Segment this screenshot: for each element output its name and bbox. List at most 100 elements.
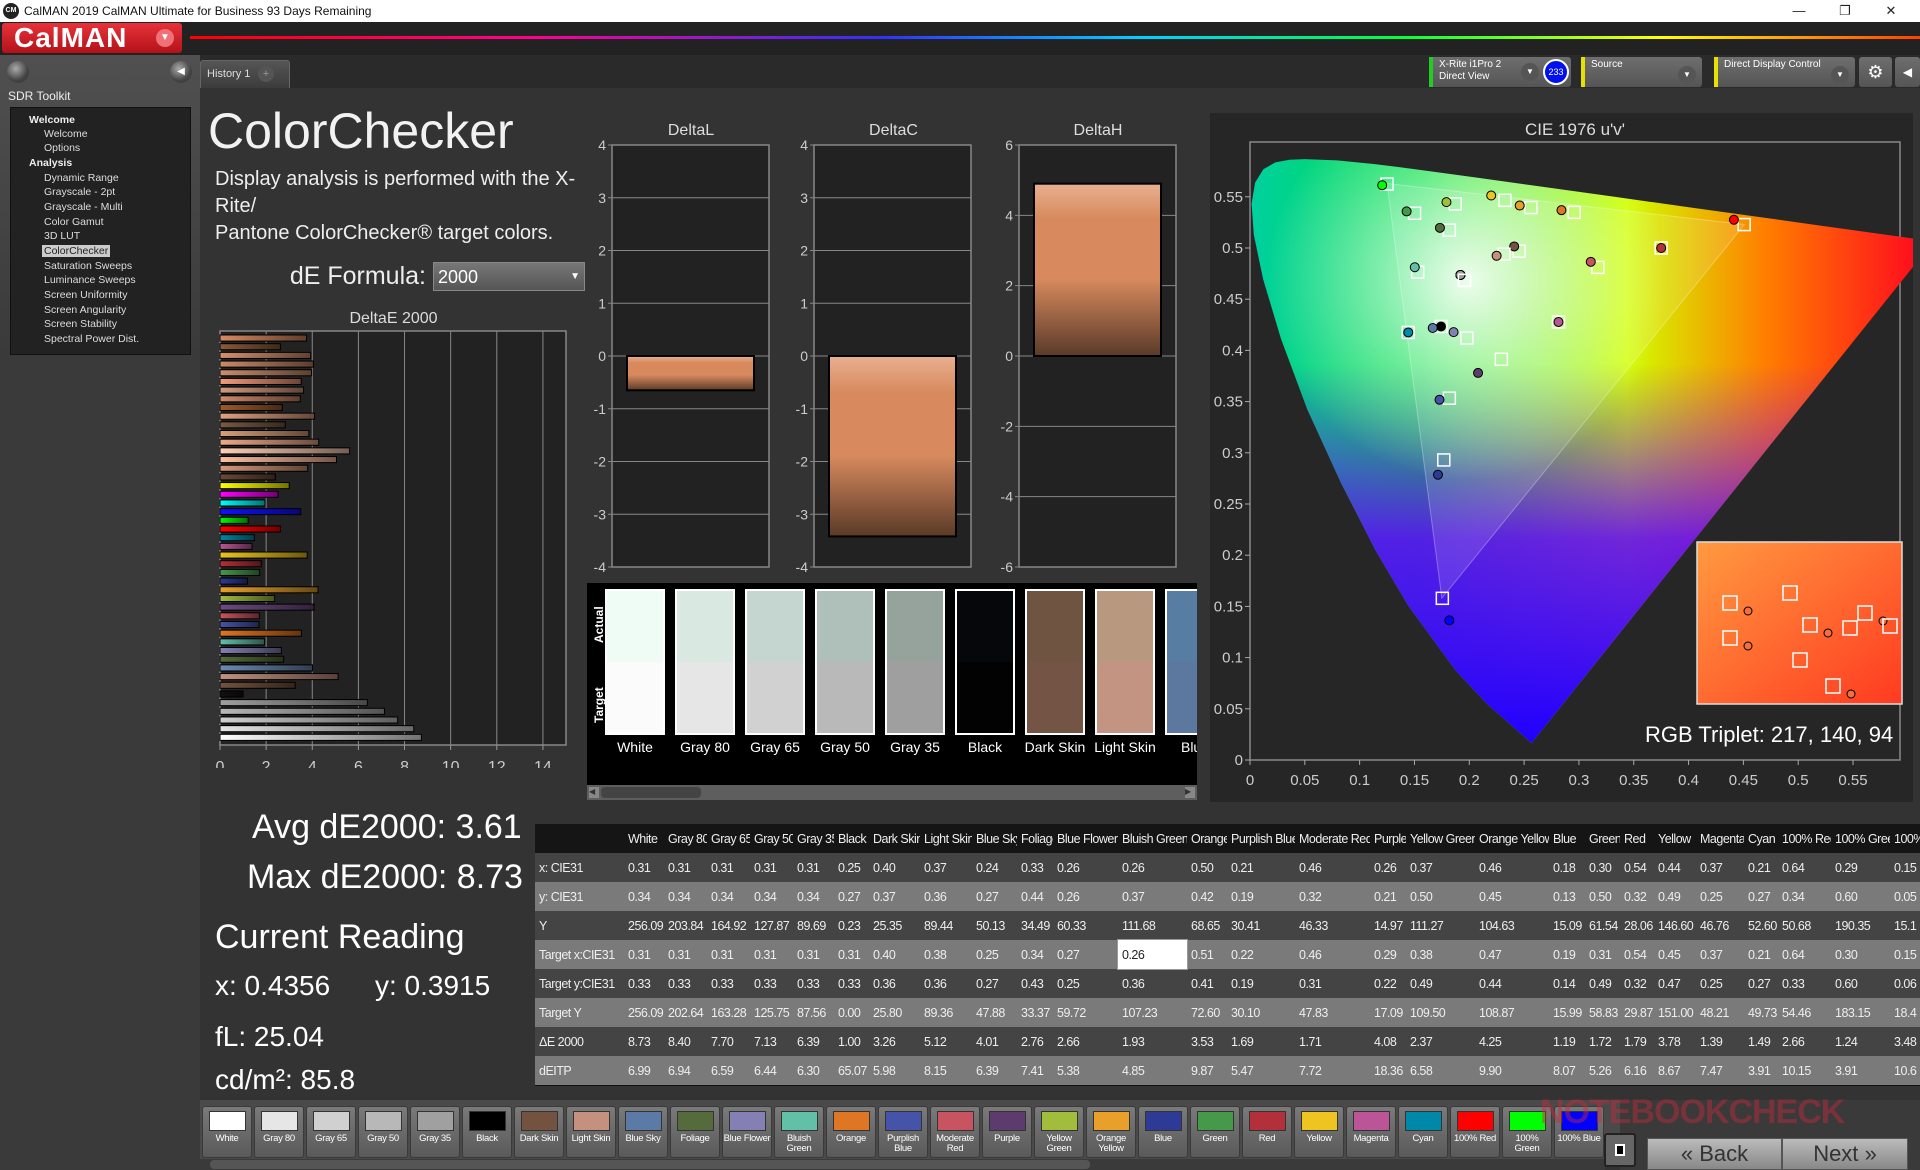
table-cell[interactable]: 0.26 xyxy=(1053,882,1118,911)
table-cell[interactable]: 183.15 xyxy=(1831,998,1890,1027)
table-cell[interactable]: 47.83 xyxy=(1295,998,1370,1027)
column-header[interactable]: Blue xyxy=(1549,824,1585,853)
table-cell[interactable]: 0.64 xyxy=(1778,940,1831,969)
table-cell[interactable]: 89.44 xyxy=(920,911,972,940)
table-cell[interactable]: 0.34 xyxy=(624,882,664,911)
source-selector[interactable]: Source ▼ xyxy=(1581,57,1702,87)
scroll-left-button[interactable]: ◀ xyxy=(589,787,599,798)
table-cell[interactable]: 8.40 xyxy=(664,1027,707,1056)
table-cell[interactable]: 125.75 xyxy=(750,998,793,1027)
table-cell[interactable]: 9.87 xyxy=(1187,1056,1227,1085)
table-cell[interactable]: 0.31 xyxy=(793,940,834,969)
column-header[interactable]: 100% Red xyxy=(1778,824,1831,853)
table-cell[interactable]: 0.34 xyxy=(750,882,793,911)
table-cell[interactable]: 0.30 xyxy=(1831,940,1890,969)
patch-button-orange-yellow[interactable]: Orange Yellow xyxy=(1086,1106,1136,1158)
table-cell[interactable]: 7.41 xyxy=(1017,1056,1053,1085)
table-cell[interactable]: 10.15 xyxy=(1778,1056,1831,1085)
table-cell[interactable]: 0.23 xyxy=(834,911,869,940)
table-cell[interactable]: 0.19 xyxy=(1227,969,1295,998)
patch-button-yellow[interactable]: Yellow xyxy=(1294,1106,1344,1158)
column-header[interactable]: Magenta xyxy=(1696,824,1744,853)
table-cell[interactable]: 59.72 xyxy=(1053,998,1118,1027)
scrollbar-thumb[interactable] xyxy=(601,787,701,798)
table-cell[interactable]: 3.48 xyxy=(1890,1027,1920,1056)
swatch-gray-35[interactable] xyxy=(885,589,945,735)
table-cell[interactable]: 0.33 xyxy=(1017,853,1053,882)
table-cell[interactable]: 5.98 xyxy=(869,1056,920,1085)
table-cell[interactable]: 0.36 xyxy=(920,969,972,998)
table-cell[interactable]: 72.60 xyxy=(1187,998,1227,1027)
collapse-toolbar-button[interactable]: ◀ xyxy=(1895,57,1920,87)
column-header[interactable]: Gray 50 xyxy=(750,824,793,853)
meter-badge[interactable]: 233 xyxy=(1543,59,1569,85)
column-header[interactable]: White xyxy=(624,824,664,853)
patch-button-red[interactable]: Red xyxy=(1242,1106,1292,1158)
tree-item-screen-angularity[interactable]: Screen Angularity xyxy=(44,304,127,316)
table-cell[interactable]: 0.32 xyxy=(1620,882,1654,911)
column-header[interactable]: 100% xyxy=(1890,824,1920,853)
table-cell[interactable]: 0.05 xyxy=(1890,882,1920,911)
table-cell[interactable]: 1.00 xyxy=(834,1027,869,1056)
column-header[interactable]: Purplish Blue xyxy=(1227,824,1295,853)
table-cell[interactable]: 0.34 xyxy=(664,882,707,911)
table-cell[interactable]: 0.31 xyxy=(664,853,707,882)
table-cell[interactable]: 0.06 xyxy=(1890,969,1920,998)
table-cell[interactable]: 0.15 xyxy=(1890,940,1920,969)
tree-item-colorchecker[interactable]: ColorChecker xyxy=(42,245,111,257)
column-header[interactable]: Blue Sky xyxy=(972,824,1017,853)
table-cell[interactable]: 0.36 xyxy=(920,882,972,911)
table-cell[interactable]: 0.33 xyxy=(1778,969,1831,998)
table-cell[interactable]: 33.37 xyxy=(1017,998,1053,1027)
table-cell[interactable]: 0.49 xyxy=(1585,969,1620,998)
table-cell[interactable]: 0.34 xyxy=(1778,882,1831,911)
tab-history-1[interactable]: History 1 xyxy=(200,60,290,88)
table-cell[interactable]: 0.49 xyxy=(1654,882,1696,911)
table-cell[interactable]: 7.47 xyxy=(1696,1056,1744,1085)
table-cell[interactable]: 0.19 xyxy=(1549,940,1585,969)
table-cell[interactable]: 34.49 xyxy=(1017,911,1053,940)
table-cell[interactable]: 0.25 xyxy=(1696,882,1744,911)
table-cell[interactable]: 65.07 xyxy=(834,1056,869,1085)
swatch-gray-50[interactable] xyxy=(815,589,875,735)
table-cell[interactable]: 0.31 xyxy=(707,853,750,882)
table-cell[interactable]: 0.54 xyxy=(1620,853,1654,882)
table-cell[interactable]: 30.41 xyxy=(1227,911,1295,940)
swatch-blue[interactable] xyxy=(1165,589,1197,735)
patch-button-yellow-green[interactable]: Yellow Green xyxy=(1034,1106,1084,1158)
table-cell[interactable]: 0.33 xyxy=(664,969,707,998)
column-header[interactable]: Light Skin xyxy=(920,824,972,853)
table-cell[interactable]: 0.37 xyxy=(869,882,920,911)
table-cell[interactable]: 87.56 xyxy=(793,998,834,1027)
table-cell[interactable]: 4.01 xyxy=(972,1027,1017,1056)
table-cell[interactable]: 0.38 xyxy=(1406,940,1475,969)
table-cell[interactable]: 0.33 xyxy=(750,969,793,998)
table-cell[interactable]: 0.13 xyxy=(1549,882,1585,911)
column-header[interactable]: Orange Yellow xyxy=(1475,824,1549,853)
column-header[interactable]: Green xyxy=(1585,824,1620,853)
patch-button-white[interactable]: White xyxy=(202,1106,252,1158)
table-cell[interactable]: 46.76 xyxy=(1696,911,1744,940)
table-cell[interactable]: 146.60 xyxy=(1654,911,1696,940)
column-header[interactable]: Foliage xyxy=(1017,824,1053,853)
scrollbar-thumb[interactable] xyxy=(210,1160,1090,1169)
column-header[interactable]: Moderate Red xyxy=(1295,824,1370,853)
patch-button-light-skin[interactable]: Light Skin xyxy=(566,1106,616,1158)
table-cell[interactable]: 0.37 xyxy=(1696,853,1744,882)
table-cell[interactable]: 4.25 xyxy=(1475,1027,1549,1056)
table-cell[interactable]: 0.31 xyxy=(750,853,793,882)
table-cell[interactable]: 0.31 xyxy=(664,940,707,969)
table-cell[interactable]: 0.22 xyxy=(1370,969,1406,998)
table-cell[interactable]: 0.21 xyxy=(1744,940,1778,969)
patch-button-100-red[interactable]: 100% Red xyxy=(1450,1106,1500,1158)
patch-button-blue-flower[interactable]: Blue Flower xyxy=(722,1106,772,1158)
table-cell[interactable]: 14.97 xyxy=(1370,911,1406,940)
table-cell[interactable]: 107.23 xyxy=(1118,998,1187,1027)
table-cell[interactable]: 0.24 xyxy=(972,853,1017,882)
settings-button[interactable]: ⚙ xyxy=(1859,57,1892,87)
table-cell[interactable]: 0.51 xyxy=(1187,940,1227,969)
collapse-sidebar-button[interactable]: ◀ xyxy=(170,61,192,83)
table-cell[interactable]: 0.31 xyxy=(624,940,664,969)
table-cell[interactable]: 10.6 xyxy=(1890,1056,1920,1085)
column-header[interactable]: Gray 80 xyxy=(664,824,707,853)
